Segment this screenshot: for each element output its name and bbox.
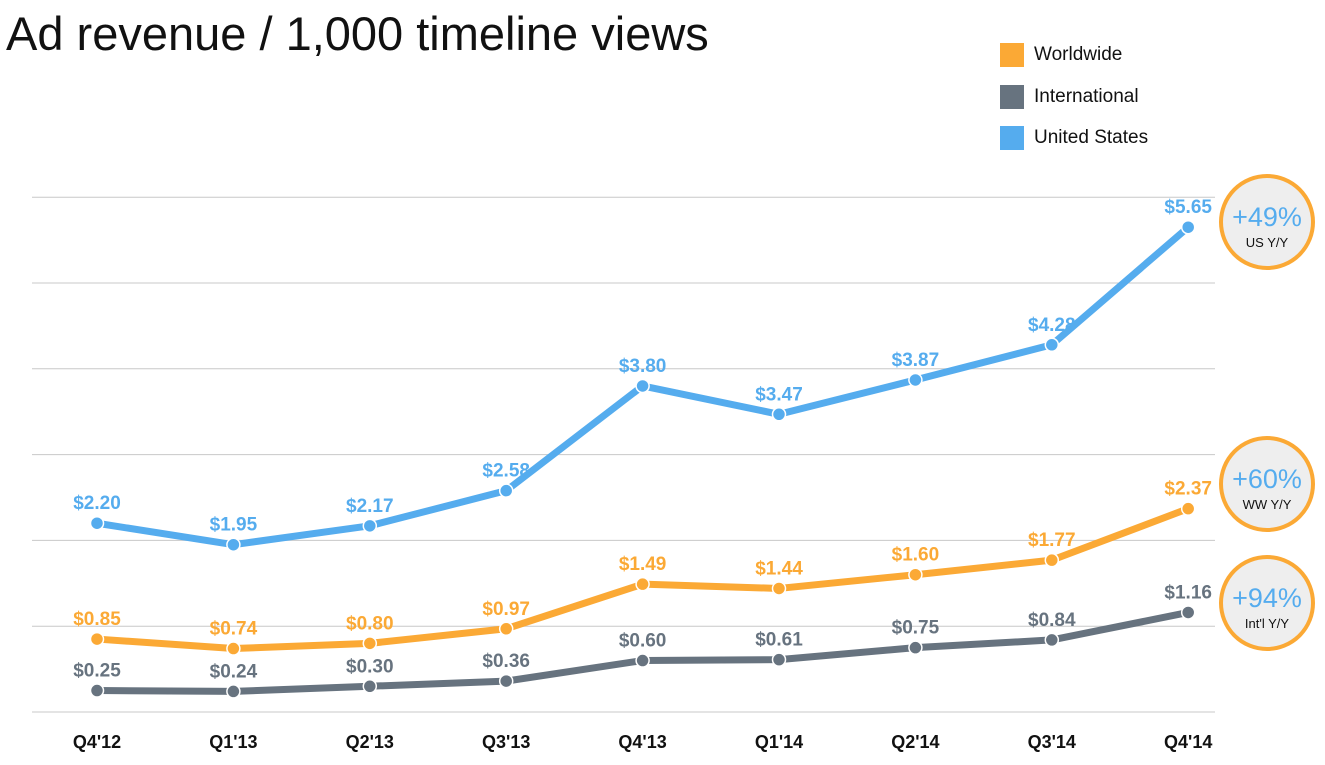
data-label: $3.80 xyxy=(619,356,667,377)
yoy-value: +49% xyxy=(1232,202,1302,232)
data-point xyxy=(89,631,105,647)
yoy-badge xyxy=(1219,436,1315,532)
legend-swatch-worldwide xyxy=(1000,43,1024,67)
data-label: $0.80 xyxy=(346,613,394,634)
data-point xyxy=(226,641,241,656)
data-label: $3.87 xyxy=(892,350,940,371)
data-label: $0.36 xyxy=(482,651,530,672)
data-point xyxy=(1044,632,1060,648)
data-point xyxy=(1180,219,1196,235)
series-line-international xyxy=(93,608,1192,695)
data-label: $2.20 xyxy=(73,493,121,514)
data-point xyxy=(362,679,378,694)
data-point xyxy=(635,378,650,394)
data-label: $0.85 xyxy=(73,609,121,630)
data-label: $0.61 xyxy=(755,630,803,651)
data-label: $0.84 xyxy=(1028,610,1076,631)
data-point xyxy=(226,684,241,699)
x-tick-label: Q4'12 xyxy=(73,732,121,752)
legend-label: United States xyxy=(1034,127,1149,148)
data-label: $1.60 xyxy=(892,545,940,566)
data-point xyxy=(1044,552,1060,568)
x-tick-label: Q4'14 xyxy=(1164,732,1212,752)
data-label: $0.75 xyxy=(892,618,940,639)
data-label: $0.30 xyxy=(346,656,394,677)
yoy-badge xyxy=(1219,555,1315,651)
x-tick-label: Q3'14 xyxy=(1028,732,1076,752)
data-label: $0.25 xyxy=(73,661,121,682)
data-label: $3.47 xyxy=(755,384,803,405)
legend-item-worldwide: Worldwide xyxy=(1000,42,1122,68)
data-point xyxy=(498,673,514,689)
data-point xyxy=(89,683,105,698)
data-label: $1.16 xyxy=(1164,582,1212,603)
yoy-label: US Y/Y xyxy=(1246,235,1289,250)
data-point xyxy=(635,576,650,592)
yoy-value: +94% xyxy=(1232,583,1302,613)
data-point xyxy=(771,652,787,667)
data-label: $0.60 xyxy=(619,631,667,652)
data-label: $1.49 xyxy=(619,554,667,575)
data-label: $2.17 xyxy=(346,496,394,517)
data-point xyxy=(1180,605,1196,620)
legend-label: International xyxy=(1034,86,1139,107)
data-label: $1.95 xyxy=(210,515,258,536)
legend-label: Worldwide xyxy=(1034,44,1123,65)
x-tick-label: Q2'13 xyxy=(346,732,394,752)
data-point xyxy=(362,518,378,534)
x-tick-label: Q2'14 xyxy=(891,732,939,752)
data-label: $1.77 xyxy=(1028,530,1076,551)
data-point xyxy=(89,515,105,531)
data-label: $1.44 xyxy=(755,558,803,579)
x-tick-label: Q1'14 xyxy=(755,732,803,752)
yoy-label: Int'l Y/Y xyxy=(1245,616,1289,631)
data-point xyxy=(498,621,514,637)
data-point xyxy=(1044,337,1060,353)
data-label: $0.74 xyxy=(210,619,258,640)
data-point xyxy=(226,537,241,552)
data-point xyxy=(908,567,923,582)
x-tick-label: Q3'13 xyxy=(482,732,530,752)
data-label: $5.65 xyxy=(1164,197,1212,218)
legend-swatch-united-states xyxy=(1000,126,1024,150)
data-point xyxy=(771,407,787,422)
data-label: $0.24 xyxy=(210,661,258,682)
legend-swatch-international xyxy=(1000,85,1024,109)
legend-item-international: International xyxy=(1000,84,1139,110)
data-label: $0.97 xyxy=(482,599,530,620)
chart-title: Ad revenue / 1,000 timeline views xyxy=(6,7,709,60)
data-label: $2.37 xyxy=(1164,479,1212,500)
x-tick-label: Q1'13 xyxy=(209,732,257,752)
data-point xyxy=(1180,501,1196,516)
yoy-label: WW Y/Y xyxy=(1243,497,1292,512)
legend-item-united-states: United States xyxy=(1000,125,1148,151)
yoy-badge xyxy=(1219,174,1315,270)
yoy-value: +60% xyxy=(1232,464,1302,494)
data-point xyxy=(362,636,378,651)
data-point xyxy=(908,640,923,655)
data-point xyxy=(635,653,650,668)
data-point xyxy=(908,372,923,388)
x-tick-label: Q4'13 xyxy=(618,732,666,752)
data-label: $4.28 xyxy=(1028,315,1076,336)
data-label: $2.58 xyxy=(482,461,530,482)
data-point xyxy=(498,483,514,498)
data-point xyxy=(771,581,787,596)
